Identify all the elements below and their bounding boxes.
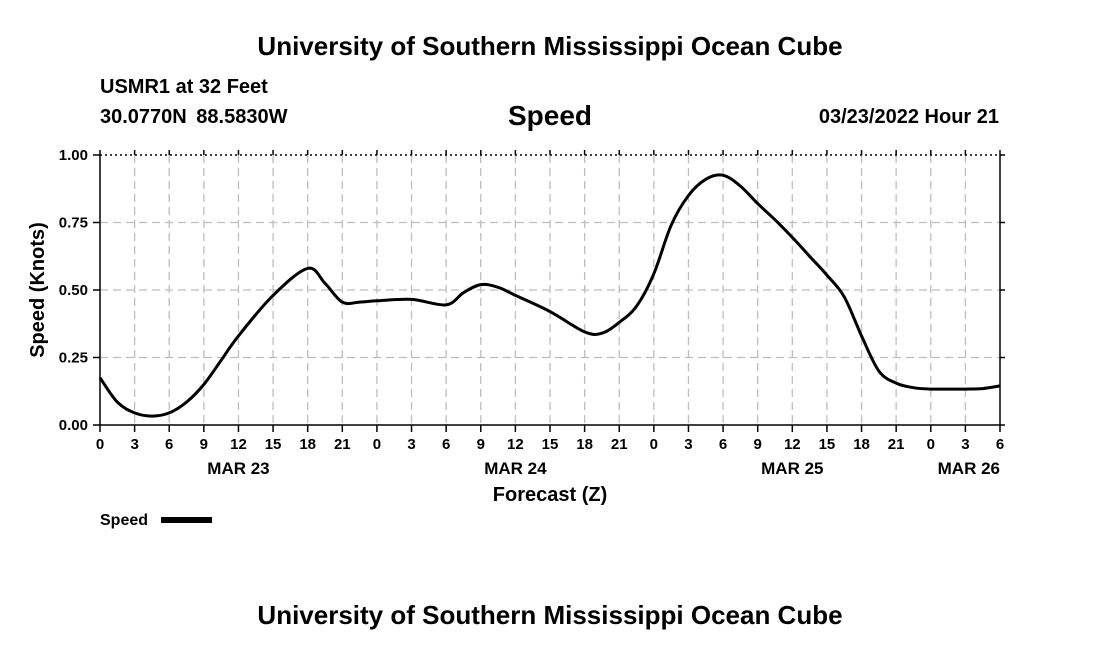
x-tick-label: 15 (819, 436, 836, 453)
coordinates-label: 30.0770N 88.5830W (100, 106, 288, 128)
x-tick-label: 12 (507, 436, 524, 453)
x-tick-label: 6 (996, 436, 1004, 453)
footer-title: University of Southern Mississippi Ocean… (257, 600, 843, 630)
station-label: USMR1 at 32 Feet (100, 76, 268, 98)
x-tick-label: 9 (754, 436, 762, 453)
y-tick-label: 1.00 (59, 147, 88, 164)
grid-layer (100, 155, 1000, 425)
x-tick-label: 6 (165, 436, 173, 453)
x-tick-label: 21 (611, 436, 628, 453)
x-tick-label: 21 (888, 436, 905, 453)
series-layer (98, 173, 1001, 418)
y-tick-label: 0.50 (59, 282, 88, 299)
date-label: MAR 23 (207, 459, 269, 478)
x-tick-label: 9 (200, 436, 208, 453)
x-tick-label: 9 (477, 436, 485, 453)
x-tick-label: 6 (719, 436, 727, 453)
x-tick-label: 15 (265, 436, 282, 453)
x-tick-label: 0 (96, 436, 104, 453)
date-label: MAR 25 (761, 459, 823, 478)
x-tick-label: 3 (130, 436, 138, 453)
axis-layer: 0 3 6 9 12 15 18 21 0 3 6 9 12 15 18 21 0 3 6 9 12 15 18 21 0 3 6 0… (59, 147, 1005, 478)
page-title: University of Southern Mississippi Ocean… (257, 31, 843, 61)
chart-title: Speed (507, 100, 593, 131)
x-tick-label: 18 (576, 436, 593, 453)
y-tick-label: 0.00 (59, 417, 88, 434)
date-label: MAR 26 (938, 459, 1000, 478)
x-tick-label: 3 (407, 436, 415, 453)
y-axis-label: Speed (Knots) (27, 222, 49, 358)
x-tick-label: 18 (299, 436, 316, 453)
x-tick-label: 0 (927, 436, 935, 453)
x-tick-label: 0 (650, 436, 658, 453)
date-label: MAR 24 (484, 459, 547, 478)
x-tick-label: 12 (230, 436, 247, 453)
forecast-date-label: 03/23/2022 Hour 21 (818, 106, 999, 128)
y-tick-label: 0.75 (59, 215, 88, 232)
x-tick-label: 18 (853, 436, 870, 453)
x-tick-label: 12 (784, 436, 801, 453)
legend: Speed (100, 512, 212, 529)
legend-label: Speed (100, 512, 148, 529)
x-tick-label: 0 (373, 436, 381, 453)
x-tick-label: 21 (334, 436, 351, 453)
y-tick-label: 0.25 (59, 350, 88, 367)
x-tick-label: 3 (961, 436, 969, 453)
speed-series-line (98, 173, 1001, 418)
x-tick-label: 6 (442, 436, 450, 453)
x-axis-label: Forecast (Z) (493, 484, 607, 506)
x-tick-label: 15 (542, 436, 559, 453)
x-tick-label: 3 (684, 436, 692, 453)
